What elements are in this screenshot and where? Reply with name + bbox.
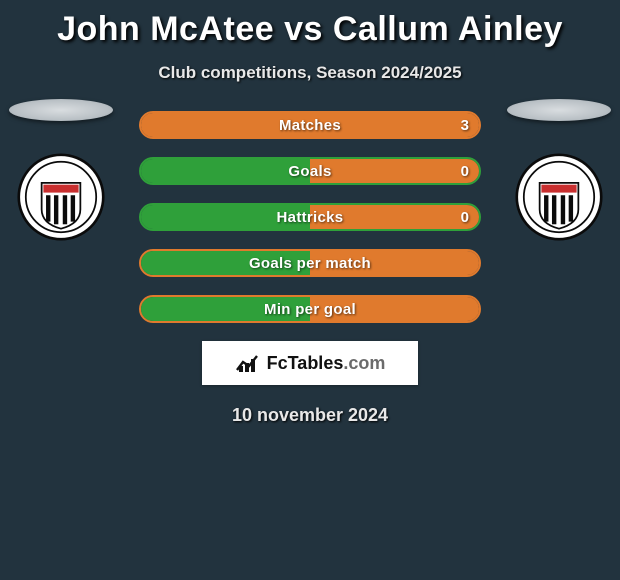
page-title: John McAtee vs Callum Ainley [0, 0, 620, 49]
stat-bar: Matches3 [139, 111, 481, 139]
stat-bar: Hattricks0 [139, 203, 481, 231]
stat-label: Matches [141, 113, 479, 137]
club-badge-right [515, 153, 603, 241]
stat-label: Goals [141, 159, 479, 183]
logo-text: FcTables.com [267, 353, 386, 374]
stat-bar: Goals0 [139, 157, 481, 185]
logo-suffix: .com [343, 353, 385, 373]
stat-label: Goals per match [141, 251, 479, 275]
chart-icon [235, 352, 261, 374]
comparison-stage: Matches3Goals0Hattricks0Goals per matchM… [0, 111, 620, 323]
stat-value-right: 0 [461, 205, 469, 229]
player-left-avatar-placeholder [9, 99, 113, 121]
player-right-avatar-placeholder [507, 99, 611, 121]
stat-label: Hattricks [141, 205, 479, 229]
fctables-logo: FcTables.com [202, 341, 418, 385]
stat-value-right: 3 [461, 113, 469, 137]
stat-bar: Min per goal [139, 295, 481, 323]
stat-bars: Matches3Goals0Hattricks0Goals per matchM… [139, 111, 481, 323]
subtitle: Club competitions, Season 2024/2025 [0, 63, 620, 83]
logo-brand: FcTables [267, 353, 344, 373]
player-left-column [6, 99, 116, 241]
stat-bar: Goals per match [139, 249, 481, 277]
player-right-column [504, 99, 614, 241]
date-text: 10 november 2024 [0, 405, 620, 426]
stat-label: Min per goal [141, 297, 479, 321]
stat-value-right: 0 [461, 159, 469, 183]
club-badge-left [17, 153, 105, 241]
